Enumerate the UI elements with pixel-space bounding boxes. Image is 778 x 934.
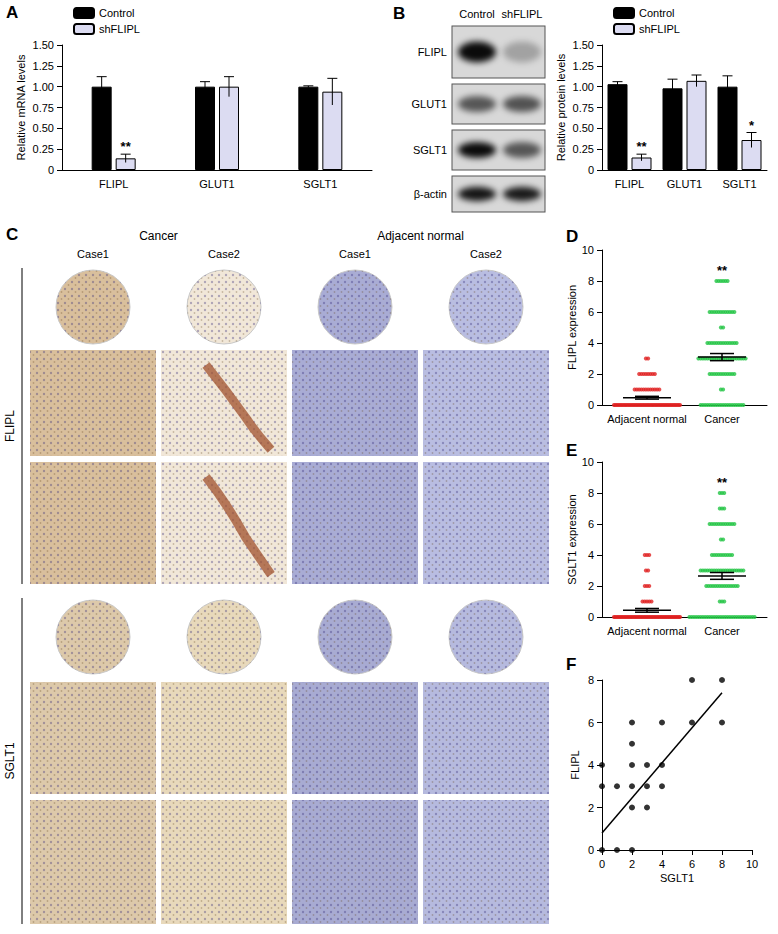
svg-text:10: 10 — [582, 244, 594, 256]
svg-text:Cancer: Cancer — [139, 229, 178, 243]
svg-text:SGLT1: SGLT1 — [303, 178, 337, 190]
svg-text:shFLIPL: shFLIPL — [502, 8, 543, 20]
svg-text:Adjacent normal: Adjacent normal — [607, 413, 687, 425]
svg-text:SGLT1: SGLT1 — [660, 872, 694, 884]
svg-text:1.00: 1.00 — [33, 81, 54, 93]
svg-text:*: * — [749, 118, 755, 133]
svg-text:β-actin: β-actin — [414, 188, 447, 200]
svg-text:Case1: Case1 — [339, 248, 371, 260]
svg-text:0: 0 — [588, 844, 594, 856]
svg-text:Adjacent normal: Adjacent normal — [607, 625, 687, 637]
svg-text:Control: Control — [639, 7, 674, 19]
svg-text:0: 0 — [599, 858, 605, 870]
svg-text:Case1: Case1 — [77, 248, 109, 260]
svg-text:Cancer: Cancer — [704, 413, 740, 425]
svg-text:0: 0 — [48, 164, 54, 176]
svg-text:shFLIPL: shFLIPL — [99, 23, 140, 35]
svg-text:GLUT1: GLUT1 — [412, 98, 447, 110]
svg-text:6: 6 — [588, 518, 594, 530]
svg-text:FLIPL expression: FLIPL expression — [566, 285, 578, 370]
svg-text:0.50: 0.50 — [33, 122, 54, 134]
svg-text:**: ** — [121, 139, 132, 154]
svg-text:1.00: 1.00 — [573, 81, 594, 93]
svg-text:**: ** — [636, 139, 647, 154]
svg-text:10: 10 — [582, 456, 594, 468]
svg-text:SGLT1: SGLT1 — [722, 178, 756, 190]
svg-text:FLIPL: FLIPL — [99, 178, 128, 190]
svg-text:8: 8 — [719, 858, 725, 870]
svg-text:1.25: 1.25 — [573, 60, 594, 72]
svg-text:2: 2 — [629, 858, 635, 870]
svg-text:SGLT1: SGLT1 — [3, 742, 17, 779]
svg-text:D: D — [566, 227, 578, 246]
svg-text:FLIPL: FLIPL — [569, 750, 581, 779]
svg-text:Relative protein levels: Relative protein levels — [555, 53, 567, 161]
svg-text:6: 6 — [689, 858, 695, 870]
svg-text:8: 8 — [588, 674, 594, 686]
svg-text:8: 8 — [588, 275, 594, 287]
svg-text:2: 2 — [588, 802, 594, 814]
svg-text:0.75: 0.75 — [33, 102, 54, 114]
svg-text:4: 4 — [588, 549, 594, 561]
svg-text:1.50: 1.50 — [33, 39, 54, 51]
svg-text:Adjacent normal: Adjacent normal — [377, 229, 464, 243]
svg-text:E: E — [566, 441, 577, 460]
svg-text:2: 2 — [588, 368, 594, 380]
svg-text:SGLT1 expression: SGLT1 expression — [566, 494, 578, 584]
svg-text:0.75: 0.75 — [573, 102, 594, 114]
svg-text:Case2: Case2 — [470, 248, 502, 260]
svg-text:C: C — [6, 225, 18, 244]
svg-text:4: 4 — [588, 337, 594, 349]
svg-text:0.50: 0.50 — [573, 122, 594, 134]
svg-text:0.25: 0.25 — [33, 143, 54, 155]
svg-text:shFLIPL: shFLIPL — [639, 23, 680, 35]
svg-text:**: ** — [717, 475, 728, 490]
svg-text:0.25: 0.25 — [573, 143, 594, 155]
svg-text:Control: Control — [459, 8, 494, 20]
svg-text:FLIPL: FLIPL — [3, 410, 17, 442]
svg-text:A: A — [6, 3, 18, 22]
svg-text:Relative mRNA levels: Relative mRNA levels — [15, 54, 27, 160]
svg-text:**: ** — [717, 263, 728, 278]
svg-text:GLUT1: GLUT1 — [667, 178, 702, 190]
svg-text:F: F — [566, 655, 576, 674]
svg-text:8: 8 — [588, 487, 594, 499]
svg-text:2: 2 — [588, 580, 594, 592]
svg-text:GLUT1: GLUT1 — [199, 178, 234, 190]
svg-text:Cancer: Cancer — [704, 625, 740, 637]
svg-text:6: 6 — [588, 306, 594, 318]
svg-text:0: 0 — [588, 611, 594, 623]
svg-text:4: 4 — [659, 858, 665, 870]
svg-text:SGLT1: SGLT1 — [413, 144, 447, 156]
svg-text:10: 10 — [746, 858, 758, 870]
svg-text:1.25: 1.25 — [33, 60, 54, 72]
svg-text:FLIPL: FLIPL — [418, 46, 447, 58]
svg-text:1.50: 1.50 — [573, 39, 594, 51]
svg-text:B: B — [393, 4, 405, 23]
svg-text:FLIPL: FLIPL — [615, 178, 644, 190]
svg-text:6: 6 — [588, 717, 594, 729]
svg-text:4: 4 — [588, 759, 594, 771]
svg-text:0: 0 — [588, 164, 594, 176]
svg-text:Control: Control — [99, 7, 134, 19]
svg-text:Case2: Case2 — [208, 248, 240, 260]
svg-text:0: 0 — [588, 399, 594, 411]
